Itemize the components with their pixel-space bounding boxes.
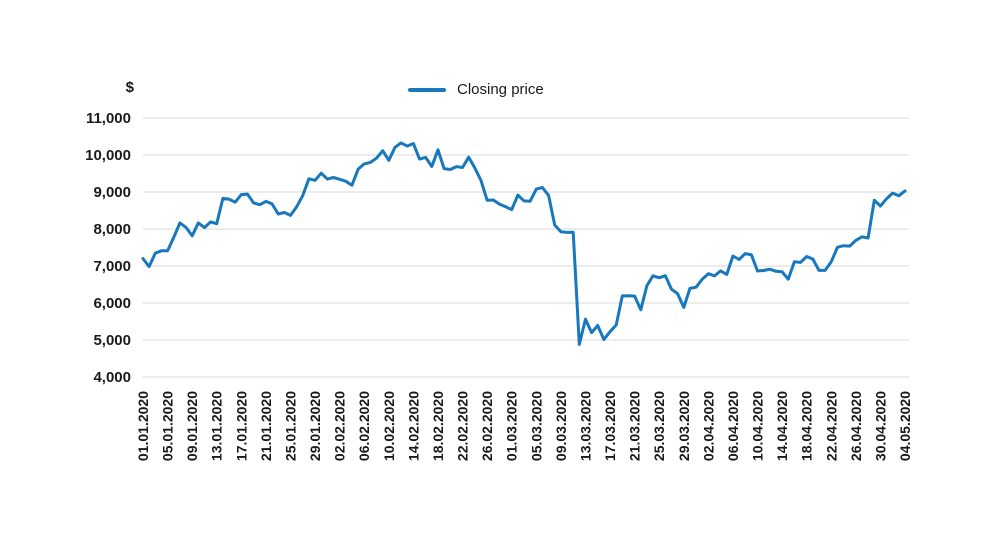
legend-line-swatch <box>408 87 446 92</box>
y-axis-unit-label: $ <box>125 79 134 96</box>
x-tick-label: 25.03.2020 <box>651 391 667 461</box>
closing-price-line <box>141 141 907 346</box>
x-tick-label: 05.01.2020 <box>160 391 176 461</box>
x-tick-label: 06.04.2020 <box>725 391 741 461</box>
x-tick-label: 22.02.2020 <box>455 391 471 461</box>
y-tick-label: 5,000 <box>93 332 131 349</box>
x-tick-label: 30.04.2020 <box>872 391 888 461</box>
x-tick-label: 01.01.2020 <box>135 391 151 461</box>
x-tick-label: 10.02.2020 <box>381 391 397 461</box>
y-tick-label: 10,000 <box>85 147 131 164</box>
x-tick-label: 25.01.2020 <box>282 391 298 461</box>
x-tick-label: 02.02.2020 <box>332 391 348 461</box>
x-tick-label: 26.02.2020 <box>479 391 495 461</box>
x-tick-label: 18.04.2020 <box>799 391 815 461</box>
y-tick-label: 9,000 <box>93 184 131 201</box>
x-tick-label: 14.04.2020 <box>774 391 790 461</box>
y-tick-label: 4,000 <box>93 369 131 386</box>
x-tick-label: 22.04.2020 <box>823 391 839 461</box>
x-tick-label: 06.02.2020 <box>356 391 372 461</box>
x-tick-label: 14.02.2020 <box>405 391 421 461</box>
y-tick-label: 7,000 <box>93 258 131 275</box>
y-tick-label: 6,000 <box>93 295 131 312</box>
legend-label: Closing price <box>457 81 544 98</box>
x-tick-label: 17.01.2020 <box>233 391 249 461</box>
x-tick-label: 29.01.2020 <box>307 391 323 461</box>
x-tick-label: 21.01.2020 <box>258 391 274 461</box>
x-tick-label: 02.04.2020 <box>700 391 716 461</box>
legend: Closing price <box>408 81 544 98</box>
x-tick-label: 01.03.2020 <box>504 391 520 461</box>
y-tick-label: 11,000 <box>86 110 131 127</box>
x-tick-label: 13.01.2020 <box>209 391 225 461</box>
x-tick-label: 09.01.2020 <box>184 391 200 461</box>
x-tick-label: 18.02.2020 <box>430 391 446 461</box>
x-tick-label: 09.03.2020 <box>553 391 569 461</box>
x-tick-label: 17.03.2020 <box>602 391 618 461</box>
x-tick-label: 26.04.2020 <box>848 391 864 461</box>
y-tick-label: 8,000 <box>93 221 131 238</box>
x-tick-label: 29.03.2020 <box>676 391 692 461</box>
x-tick-label: 05.03.2020 <box>528 391 544 461</box>
x-tick-label: 04.05.2020 <box>897 391 913 461</box>
x-tick-label: 21.03.2020 <box>627 391 643 461</box>
x-tick-label: 13.03.2020 <box>577 391 593 461</box>
x-tick-label: 10.04.2020 <box>750 391 766 461</box>
